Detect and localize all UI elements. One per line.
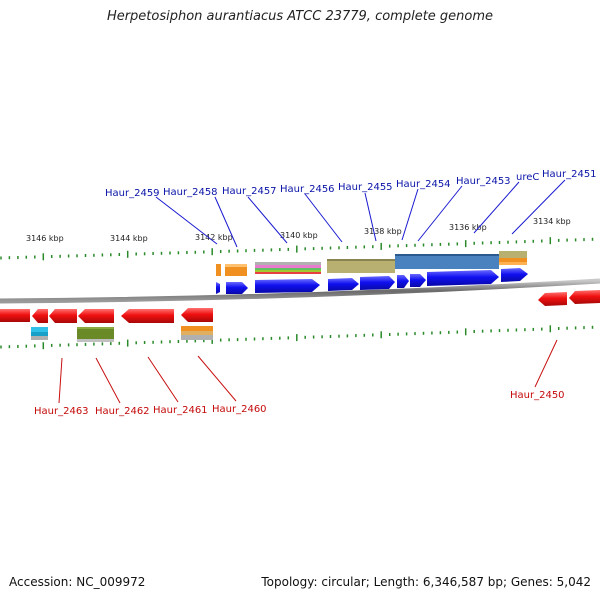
gene-arrow-forward[interactable] [328, 278, 359, 291]
gene-label-haur-2455[interactable]: Haur_2455 [338, 182, 393, 193]
gene-label-haur-2459[interactable]: Haur_2459 [105, 188, 160, 199]
gene-arrow-reverse[interactable] [49, 309, 77, 323]
top-gene-labels: Haur_2459 Haur_2458 Haur_2457 Haur_2456 … [105, 169, 597, 199]
gene-label-haur-2454[interactable]: Haur_2454 [396, 179, 451, 190]
gene-arrow-reverse[interactable] [78, 309, 114, 323]
kbp-label: 3136 kbp [449, 223, 487, 232]
gene-label-haur-2460[interactable]: Haur_2460 [212, 404, 267, 415]
gene-arrow-reverse[interactable] [121, 309, 174, 323]
gene-arrow-reverse[interactable] [0, 309, 30, 322]
gene-arrow-forward[interactable] [360, 276, 395, 290]
gene-label-haur-2456[interactable]: Haur_2456 [280, 184, 335, 195]
reverse-genes [0, 290, 600, 323]
gene-arrow-reverse[interactable] [32, 309, 48, 323]
gene-label-haur-2461[interactable]: Haur_2461 [153, 405, 208, 416]
feature-boxes-bottom [31, 326, 213, 342]
gene-arrow-forward[interactable] [397, 275, 409, 288]
gene-label-haur-2462[interactable]: Haur_2462 [95, 406, 150, 417]
genome-summary-text: Topology: circular; Length: 6,346,587 bp… [261, 575, 591, 589]
kbp-label: 3140 kbp [280, 231, 318, 240]
kbp-scale: 3146 kbp 3144 kbp 3142 kbp 3140 kbp 3138… [26, 217, 571, 243]
bottom-tick-row [0, 325, 594, 350]
gene-label-haur-2453[interactable]: Haur_2453 [456, 176, 511, 187]
genome-title: Herpetosiphon aurantiacus ATCC 23779, co… [106, 9, 494, 24]
gene-arrow-forward[interactable] [427, 270, 499, 286]
gene-label-haur-2451[interactable]: Haur_2451 [542, 169, 597, 180]
gene-label-haur-2457[interactable]: Haur_2457 [222, 186, 277, 197]
kbp-label: 3134 kbp [533, 217, 571, 226]
gene-arrow-forward[interactable] [255, 279, 320, 293]
bottom-leader-lines [58, 339, 558, 404]
kbp-label: 3144 kbp [110, 234, 148, 243]
accession-text: Accession: NC_009972 [9, 575, 146, 589]
gene-label-haur-2463[interactable]: Haur_2463 [34, 406, 89, 417]
gene-arrow-reverse[interactable] [181, 308, 213, 322]
gene-arrow-forward[interactable] [501, 268, 528, 282]
gene-label-urec[interactable]: ureC [516, 172, 539, 183]
gene-label-haur-2450[interactable]: Haur_2450 [510, 390, 565, 401]
bottom-gene-labels: Haur_2463 Haur_2462 Haur_2461 Haur_2460 … [34, 390, 565, 417]
genome-backbone [0, 278, 600, 304]
gene-arrow-reverse[interactable] [569, 290, 600, 304]
forward-genes [216, 268, 528, 294]
gene-arrow-forward[interactable] [226, 282, 248, 294]
gene-arrow-forward[interactable] [410, 274, 426, 287]
kbp-label: 3138 kbp [364, 227, 402, 236]
top-tick-row [0, 237, 594, 261]
gene-label-haur-2458[interactable]: Haur_2458 [163, 187, 218, 198]
gene-arrow-forward[interactable] [216, 282, 220, 294]
kbp-label: 3142 kbp [195, 233, 233, 242]
feature-boxes-top [216, 251, 527, 276]
gene-arrow-reverse[interactable] [538, 292, 567, 306]
kbp-label: 3146 kbp [26, 234, 64, 243]
top-leader-lines [155, 179, 566, 248]
